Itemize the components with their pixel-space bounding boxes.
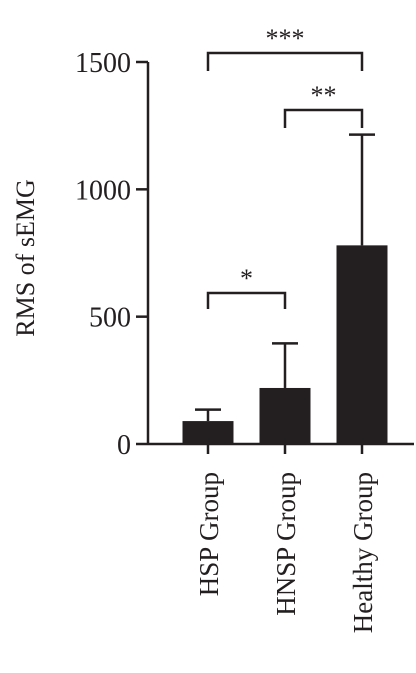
significance-brackets: ******	[206, 24, 364, 309]
y-tick-label: 1500	[75, 48, 131, 79]
significance-label: **	[311, 81, 337, 110]
y-tick-label: 1000	[75, 175, 131, 206]
x-tick-label: HNSP Group	[271, 472, 301, 616]
x-tick-label: HSP Group	[194, 472, 224, 596]
significance-label: ***	[266, 24, 305, 53]
y-tick-label: 0	[117, 430, 131, 461]
bar	[336, 245, 388, 444]
y-axis-label: RMS of sEMG	[11, 179, 40, 336]
significance-bracket	[206, 291, 287, 309]
bar	[259, 387, 311, 444]
significance-bracket	[206, 51, 364, 71]
y-tick-label: 500	[89, 303, 131, 334]
bar	[182, 421, 234, 444]
bars	[182, 133, 388, 444]
y-ticks: 0 500 1000 1500	[75, 48, 148, 461]
x-tick-labels: HSP Group HNSP Group Healthy Group	[194, 444, 378, 633]
significance-label: *	[240, 264, 253, 293]
significance-bracket	[283, 108, 364, 128]
x-tick-label: Healthy Group	[348, 472, 378, 633]
